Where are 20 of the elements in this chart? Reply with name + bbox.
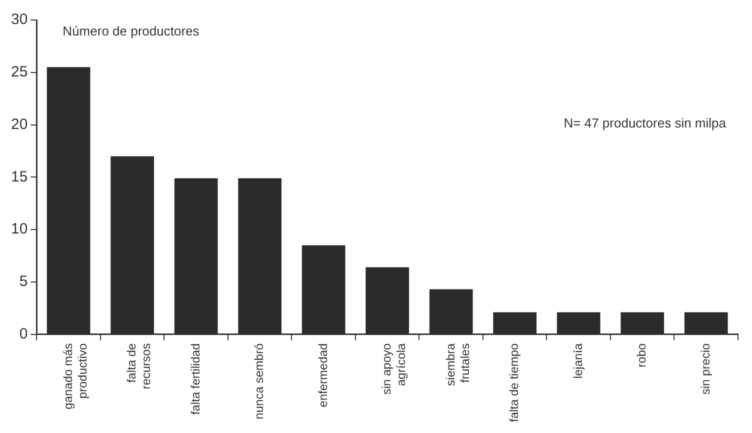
y-tick-label: 0 bbox=[19, 325, 28, 342]
y-tick-label: 25 bbox=[10, 64, 28, 81]
y-axis-title: Número de productores bbox=[62, 24, 200, 39]
x-tick-label: siembra frutales bbox=[443, 342, 472, 386]
annotation: N= 47 productores sin milpa bbox=[564, 115, 727, 130]
y-tick-label: 20 bbox=[10, 116, 28, 133]
x-tick-label: falta de tiempo bbox=[507, 342, 522, 422]
x-tick-label: nunca sembró bbox=[252, 342, 266, 420]
y-tick-label: 30 bbox=[10, 11, 28, 28]
y-tick-label: 10 bbox=[10, 220, 28, 238]
x-tick-label: falta fertilidad bbox=[188, 343, 202, 415]
y-tick-label: 5 bbox=[19, 273, 28, 290]
x-tick-label: lejanía bbox=[570, 342, 585, 379]
x-tick-label: sin apoyo agrícola bbox=[380, 342, 408, 395]
x-tick-label: robo bbox=[634, 342, 649, 368]
x-tick-label: ganado más productivo bbox=[60, 342, 90, 410]
x-tick-label: enfermedad bbox=[316, 343, 330, 408]
x-tick-label: sin precio bbox=[698, 342, 712, 395]
y-tick-label: 15 bbox=[10, 168, 28, 186]
x-tick-label: falta de recursos bbox=[124, 342, 154, 390]
